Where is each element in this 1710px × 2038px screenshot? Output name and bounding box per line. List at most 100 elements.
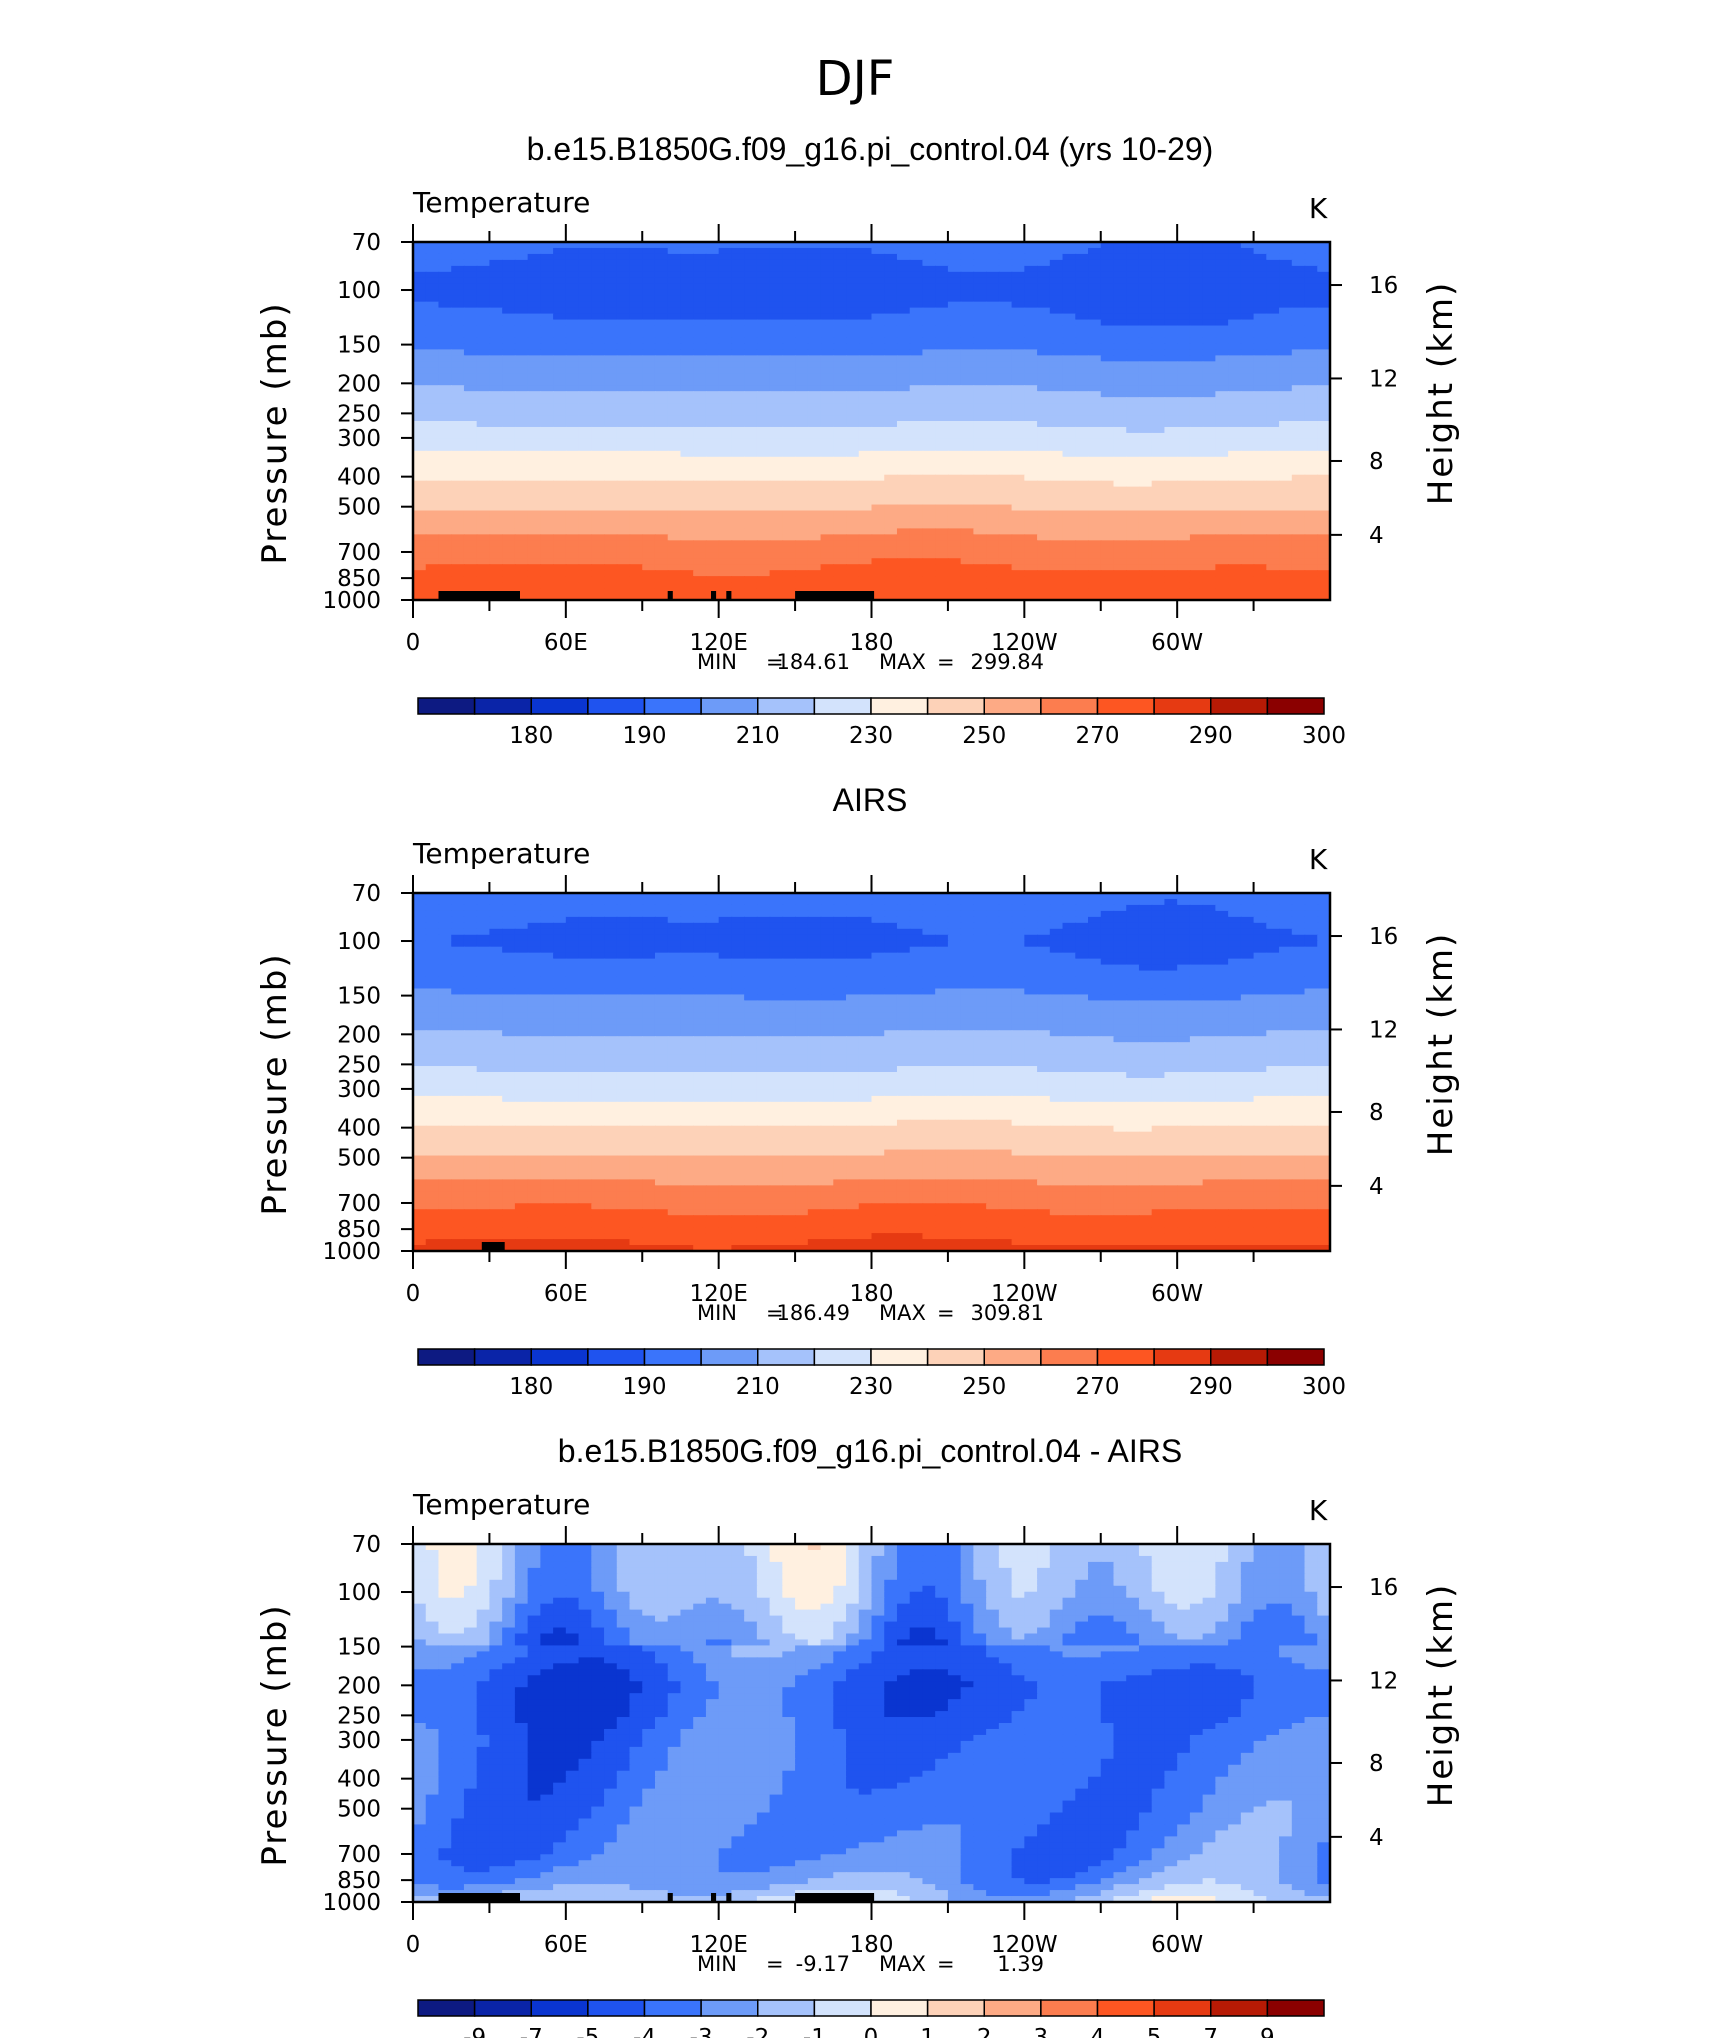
contour-cell — [1100, 576, 1115, 583]
contour-cell — [769, 337, 784, 345]
contour-cell — [1177, 331, 1191, 339]
contour-cell — [1215, 546, 1229, 554]
contour-cell — [909, 247, 924, 255]
contour-cell — [553, 349, 567, 357]
contour-cell — [833, 468, 847, 476]
contour-cell — [476, 259, 491, 267]
contour-cell — [769, 534, 784, 542]
contour-cell — [846, 456, 860, 464]
contour-cell — [1062, 391, 1077, 398]
contour-cell — [807, 325, 822, 333]
contour-cell — [489, 522, 503, 530]
contour-cell — [1088, 301, 1102, 309]
contour-cell — [667, 570, 682, 577]
contour-cell — [654, 331, 669, 339]
contour-cell — [451, 307, 465, 315]
contour-cell — [718, 516, 733, 524]
contour-cell — [820, 898, 835, 906]
contour-cell — [1317, 893, 1330, 900]
contour-cell — [973, 265, 987, 273]
contour-cell — [1100, 444, 1115, 452]
contour-cell — [1164, 242, 1178, 249]
contour-cell — [858, 456, 873, 464]
contour-cell — [769, 498, 784, 506]
contour-cell — [769, 588, 784, 595]
contour-cell — [1113, 403, 1128, 410]
contour-cell — [1177, 480, 1191, 488]
contour-cell — [820, 373, 835, 381]
contour-cell — [833, 504, 847, 512]
contour-cell — [1126, 468, 1140, 476]
contour-cell — [1088, 265, 1102, 273]
contour-cell — [1202, 301, 1217, 309]
contour-cell — [807, 522, 822, 530]
contour-cell — [425, 552, 440, 560]
contour-cell — [1202, 510, 1217, 518]
contour-cell — [973, 498, 987, 506]
contour-cell — [667, 898, 682, 906]
contour-cell — [1075, 397, 1089, 404]
contour-cell — [922, 570, 936, 577]
contour-cell — [438, 361, 453, 369]
contour-cell — [947, 325, 962, 333]
contour-cell — [833, 343, 847, 351]
contour-cell — [756, 271, 771, 279]
contour-cell — [1138, 325, 1153, 333]
contour-cell — [1202, 504, 1217, 512]
contour-cell — [718, 898, 733, 906]
contour-cell — [604, 242, 618, 249]
contour-cell — [489, 456, 503, 464]
contour-cell — [540, 558, 554, 565]
contour-cell — [858, 361, 873, 369]
contour-cell — [1215, 552, 1229, 560]
contour-cell — [807, 510, 822, 518]
contour-cell — [1113, 922, 1128, 930]
contour-cell — [795, 546, 809, 554]
contour-cell — [744, 898, 758, 906]
contour-cell — [769, 367, 784, 375]
contour-cell — [705, 367, 720, 375]
contour-cell — [476, 426, 491, 434]
contour-cell — [1202, 516, 1217, 524]
contour-cell — [540, 307, 554, 315]
contour-cell — [654, 540, 669, 548]
contour-cell — [795, 242, 809, 249]
contour-cell — [1202, 588, 1217, 595]
contour-cell — [1049, 898, 1064, 906]
contour-cell — [1279, 552, 1293, 560]
contour-cell — [1240, 444, 1255, 452]
contour-cell — [1126, 934, 1140, 942]
contour-cell — [629, 534, 644, 542]
contour-cell — [680, 922, 694, 930]
contour-cell — [1151, 283, 1166, 291]
colorbar-swatch — [643, 697, 702, 715]
contour-cell — [527, 361, 542, 369]
contour-cell — [1279, 277, 1293, 285]
contour-cell — [833, 313, 847, 321]
contour-cell — [1304, 898, 1319, 906]
contour-cell — [935, 582, 949, 589]
contour-cell — [820, 916, 835, 924]
contour-cell — [1240, 540, 1255, 548]
contour-cell — [1024, 397, 1038, 404]
contour-cell — [463, 904, 478, 912]
contour-cell — [438, 552, 453, 560]
contour-cell — [413, 450, 427, 458]
contour-cell — [1075, 301, 1089, 309]
contour-cell — [1100, 361, 1115, 369]
contour-cell — [629, 355, 644, 363]
contour-cell — [1113, 373, 1128, 381]
contour-cell — [1253, 922, 1268, 930]
contour-cell — [451, 498, 465, 506]
contour-cell — [705, 528, 720, 536]
contour-cell — [1024, 576, 1038, 583]
contour-cell — [795, 259, 809, 267]
contour-cell — [527, 546, 542, 554]
contour-cell — [795, 301, 809, 309]
contour-cell — [693, 588, 707, 595]
contour-cell — [909, 331, 924, 339]
contour-cell — [1202, 928, 1217, 936]
contour-cell — [489, 325, 503, 333]
contour-cell — [896, 438, 911, 446]
contour-cell — [1240, 534, 1255, 542]
